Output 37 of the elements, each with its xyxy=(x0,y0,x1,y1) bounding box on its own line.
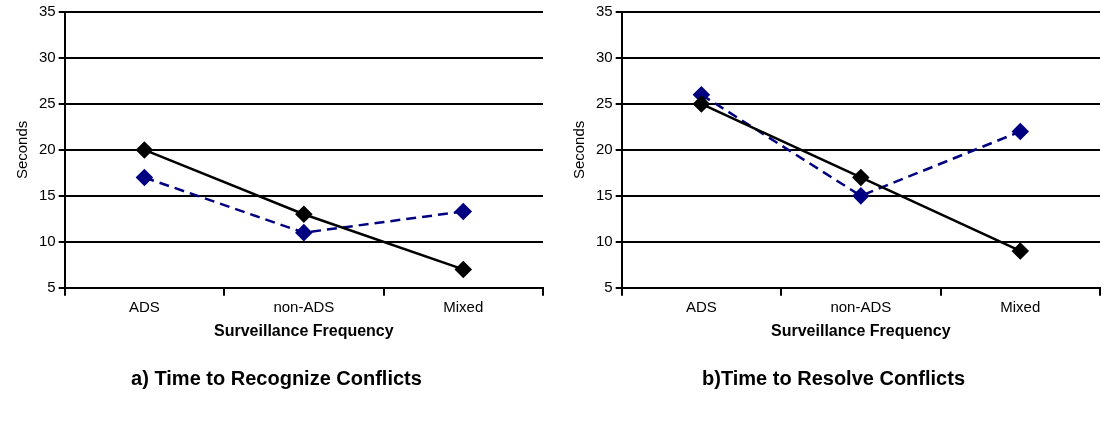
x-axis-title: Surveillance Frequency xyxy=(771,321,951,339)
y-tick-label: 10 xyxy=(596,231,613,249)
y-tick-label: 5 xyxy=(47,277,56,295)
y-tick-label: 35 xyxy=(596,2,613,20)
y-tick-label: 15 xyxy=(596,186,613,204)
point xyxy=(136,169,153,186)
y-axis-title: Seconds xyxy=(13,120,31,180)
y-tick-label: 30 xyxy=(39,48,56,66)
point xyxy=(136,141,153,159)
x-tick-label: ADS xyxy=(685,297,717,315)
x-tick-label: non-ADS xyxy=(830,297,892,315)
y-tick-label: 35 xyxy=(39,2,56,20)
x-tick-label: Mixed xyxy=(443,297,484,315)
x-axis-title: Surveillance Frequency xyxy=(214,321,394,339)
y-tick-label: 20 xyxy=(596,140,613,158)
y-tick-label: 5 xyxy=(604,277,613,295)
y-tick-label: 15 xyxy=(39,186,56,204)
x-tick-label: non-ADS xyxy=(273,297,335,315)
y-tick-label: 25 xyxy=(39,94,56,112)
point xyxy=(693,95,710,113)
y-tick-label: 25 xyxy=(596,94,613,112)
point xyxy=(455,261,472,278)
text: b)Time to Resolve Conflicts xyxy=(701,366,966,389)
point xyxy=(1012,123,1029,140)
point xyxy=(295,206,313,223)
point xyxy=(852,169,870,186)
y-axis-title: Seconds xyxy=(570,120,588,180)
x-tick-label: Mixed xyxy=(1000,297,1041,315)
point xyxy=(852,187,870,205)
x-tick-label: ADS xyxy=(128,297,160,315)
y-tick-label: 10 xyxy=(39,231,56,249)
y-tick-label: 20 xyxy=(39,140,56,158)
y-tick-label: 30 xyxy=(596,48,613,66)
point xyxy=(455,203,472,220)
text: a) Time to Recognize Conflicts xyxy=(131,366,422,389)
point xyxy=(295,224,313,241)
point xyxy=(1012,242,1029,260)
